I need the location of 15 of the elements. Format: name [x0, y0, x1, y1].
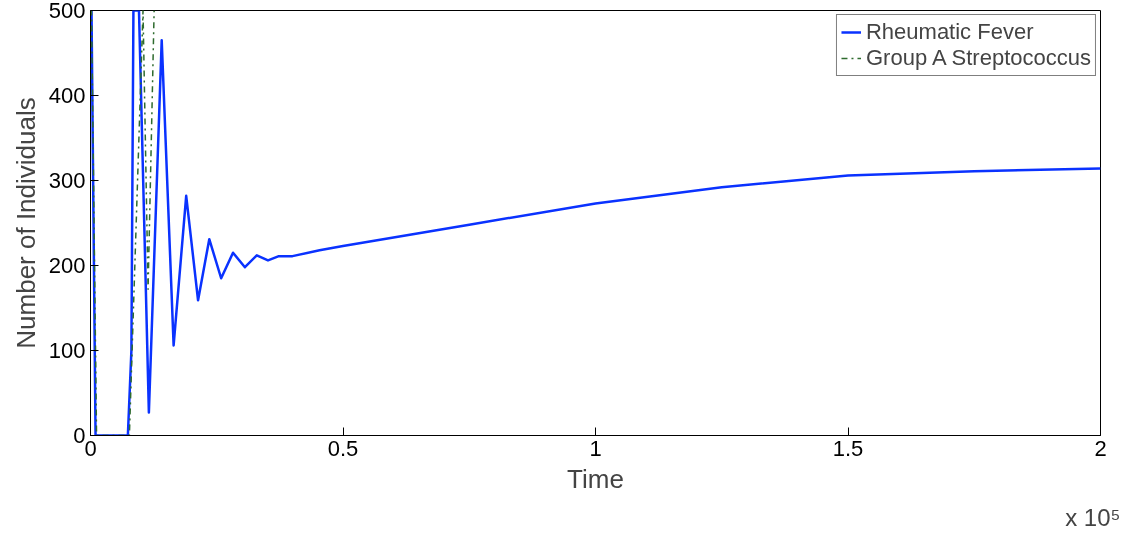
legend-label: Group A Streptococcus — [865, 45, 1091, 71]
line-series — [90, 10, 1101, 436]
y-tick-label: 500 — [48, 0, 86, 23]
x-tick-label: 1 — [589, 435, 602, 461]
x-axis-title: Time — [567, 463, 624, 494]
text: x 10⁵ — [1065, 503, 1121, 531]
legend-label: Rheumatic Fever — [865, 19, 1034, 45]
x-tick-label: 1.5 — [832, 435, 864, 461]
y-tick-label: 100 — [48, 338, 86, 363]
y-tick-label: 200 — [48, 253, 86, 278]
y-tick-label: 400 — [48, 83, 86, 108]
y-tick-label: 300 — [48, 168, 86, 193]
x-tick-label: 2 — [1094, 435, 1107, 461]
x-tick-label: 0.5 — [327, 435, 359, 461]
y-axis-title: Number of Individuals — [10, 97, 41, 349]
